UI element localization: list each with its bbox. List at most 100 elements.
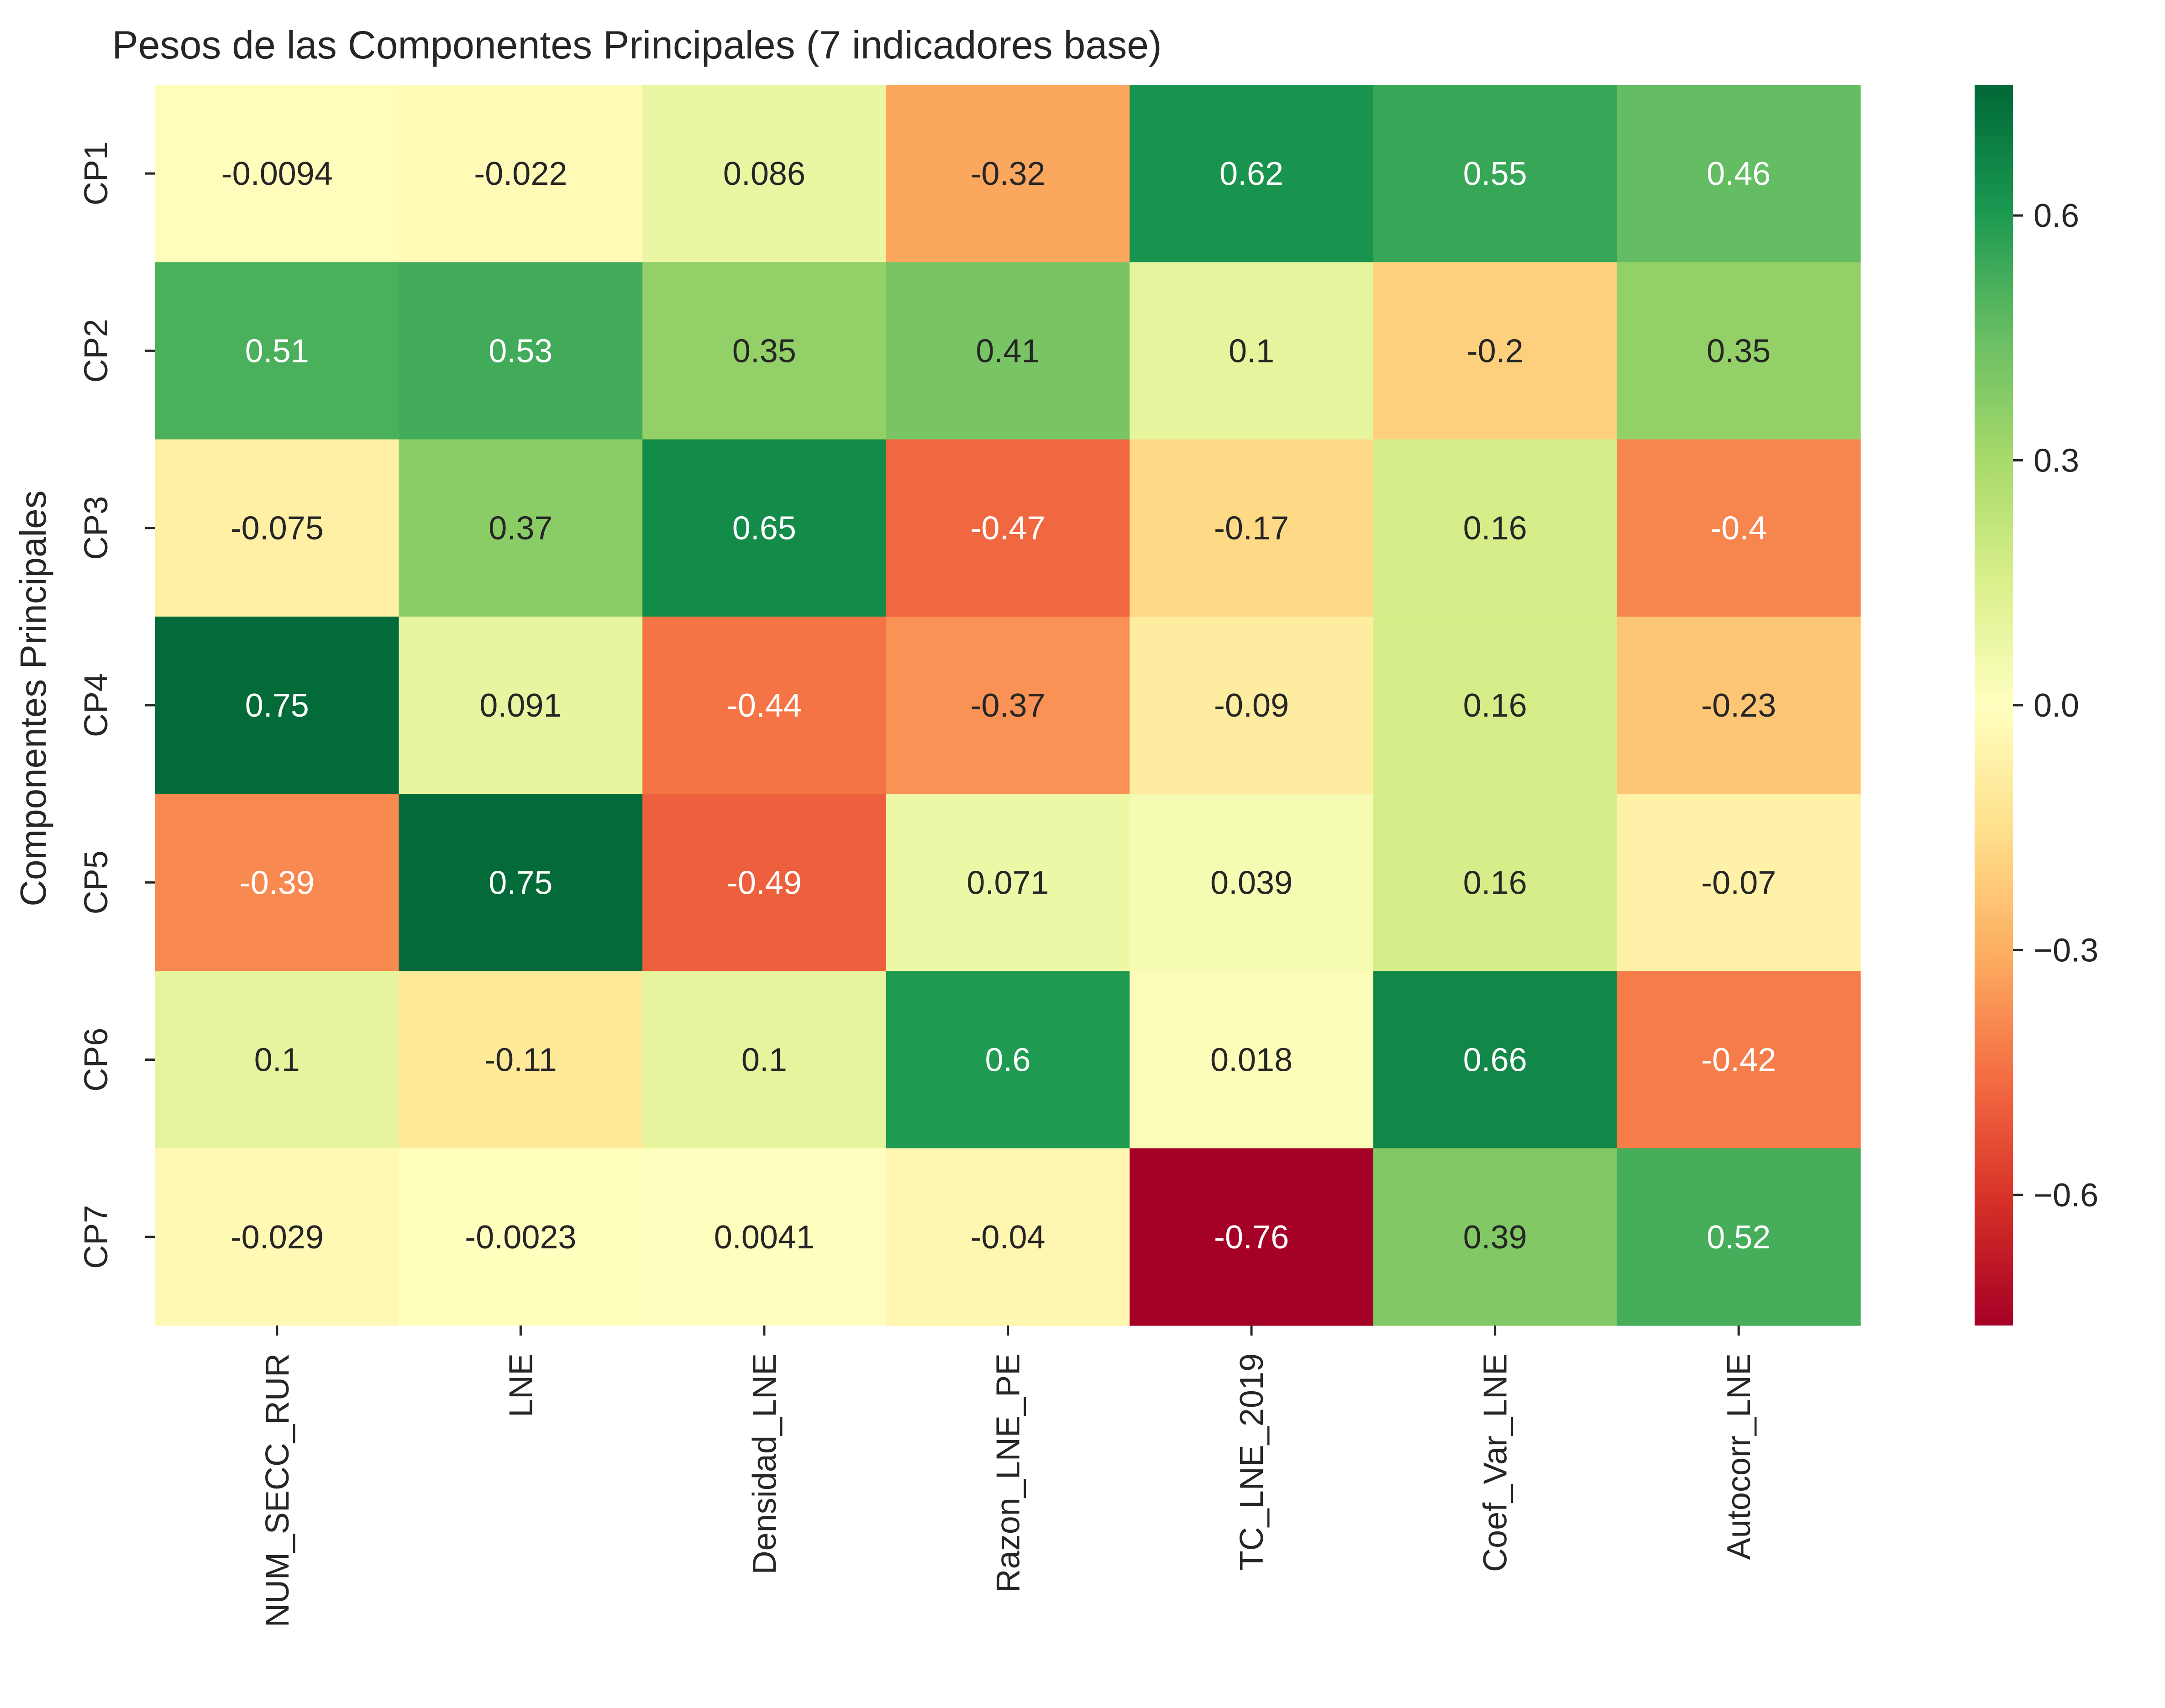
cell-value-label: 0.46 xyxy=(1707,156,1771,192)
x-tick-label: TC_LNE_2019 xyxy=(1234,1353,1270,1571)
heatmap-cell-CP3-Autocorr_LNE xyxy=(1617,439,1861,617)
y-axis-label: Componentes Principales xyxy=(13,490,53,906)
heatmap-cell-CP2-Autocorr_LNE xyxy=(1617,262,1861,440)
cell-value-label: -0.23 xyxy=(1701,687,1776,724)
cell-value-label: 0.41 xyxy=(976,333,1040,369)
cell-value-label: 0.52 xyxy=(1707,1219,1771,1256)
cell-value-label: 0.16 xyxy=(1463,687,1527,724)
heatmap-cell-CP3-LNE xyxy=(399,439,643,617)
cell-value-label: 0.1 xyxy=(1229,333,1274,369)
cell-value-label: 0.091 xyxy=(479,687,562,724)
cell-value-label: 0.53 xyxy=(489,333,552,369)
cell-value-label: -0.09 xyxy=(1214,687,1289,724)
cell-value-label: 0.55 xyxy=(1463,156,1527,192)
cell-value-label: 0.0041 xyxy=(714,1219,815,1256)
heatmap-cell-CP3-TC_LNE_2019 xyxy=(1130,439,1374,617)
y-tick-label: CP4 xyxy=(78,673,115,737)
cell-value-label: 0.039 xyxy=(1210,864,1293,901)
cell-value-label: -0.42 xyxy=(1701,1042,1776,1079)
heatmap-cell-CP6-TC_LNE_2019 xyxy=(1130,971,1374,1149)
heatmap-cell-CP4-Coef_Var_LNE xyxy=(1373,616,1618,794)
cell-value-label: -0.0094 xyxy=(221,156,333,192)
heatmap-cell-CP6-Razon_LNE_PE xyxy=(886,971,1130,1149)
heatmap-cell-CP4-TC_LNE_2019 xyxy=(1130,616,1374,794)
cell-value-label: -0.022 xyxy=(474,156,567,192)
cell-value-label: -0.075 xyxy=(231,510,324,547)
heatmap-cell-CP5-LNE xyxy=(399,794,643,972)
heatmap-cell-CP6-Densidad_LNE xyxy=(642,971,887,1149)
cell-value-label: -0.37 xyxy=(970,687,1045,724)
heatmap-cell-CP1-Densidad_LNE xyxy=(642,85,887,262)
y-tick-label: CP5 xyxy=(78,850,115,914)
x-tick-label: Densidad_LNE xyxy=(746,1353,783,1574)
heatmap-cell-CP1-TC_LNE_2019 xyxy=(1130,85,1374,262)
y-tick-label: CP3 xyxy=(78,496,115,560)
cell-value-label: -0.04 xyxy=(970,1219,1045,1256)
heatmap-cell-CP2-Razon_LNE_PE xyxy=(886,262,1130,440)
cell-value-label: 0.018 xyxy=(1210,1042,1293,1079)
cell-value-label: -0.17 xyxy=(1214,510,1289,547)
heatmap-cell-CP1-Autocorr_LNE xyxy=(1617,85,1861,262)
cell-value-label: 0.1 xyxy=(254,1042,300,1079)
heatmap-cell-CP5-Razon_LNE_PE xyxy=(886,794,1130,972)
heatmap-cell-CP3-Densidad_LNE xyxy=(642,439,887,617)
cell-value-label: -0.4 xyxy=(1710,510,1767,547)
heatmap-cell-CP3-Coef_Var_LNE xyxy=(1373,439,1618,617)
heatmap-cell-CP7-Autocorr_LNE xyxy=(1617,1148,1861,1326)
cell-value-label: -0.76 xyxy=(1214,1219,1289,1256)
colorbar-tick-label: 0.0 xyxy=(2034,687,2079,724)
cell-value-label: 0.16 xyxy=(1463,864,1527,901)
heatmap-cell-CP6-LNE xyxy=(399,971,643,1149)
heatmap-cell-CP5-NUM_SECC_RUR xyxy=(155,794,399,972)
heatmap-cell-CP1-LNE xyxy=(399,85,643,262)
cell-value-label: -0.49 xyxy=(727,864,802,901)
cell-value-label: 0.6 xyxy=(985,1042,1030,1079)
cell-value-label: -0.07 xyxy=(1701,864,1776,901)
heatmap-cells: -0.0094 -0.022 0.086 -0.32 0.62 0.55 0.46 0.51 0… xyxy=(155,85,1861,1326)
cell-value-label: -0.39 xyxy=(240,864,315,901)
x-tick-label: Razon_LNE_PE xyxy=(990,1353,1027,1593)
cell-value-label: -0.44 xyxy=(727,687,802,724)
heatmap-cell-CP7-LNE xyxy=(399,1148,643,1326)
heatmap-cell-CP7-Densidad_LNE xyxy=(642,1148,887,1326)
colorbar-tick-label: −0.6 xyxy=(2034,1177,2098,1214)
cell-value-label: -0.47 xyxy=(970,510,1045,547)
heatmap-cell-CP4-Densidad_LNE xyxy=(642,616,887,794)
x-tick-labels: NUM_SECC_RUR LNE Densidad_LNE Razon_LNE_PE T… xyxy=(259,1326,1757,1627)
cell-value-label: 0.62 xyxy=(1219,156,1283,192)
cell-value-label: 0.071 xyxy=(967,864,1049,901)
y-tick-label: CP2 xyxy=(78,319,115,382)
cell-value-label: 0.35 xyxy=(732,333,796,369)
cell-value-label: 0.66 xyxy=(1463,1042,1527,1079)
heatmap-cell-CP6-Coef_Var_LNE xyxy=(1373,971,1618,1149)
cell-value-label: -0.029 xyxy=(231,1219,324,1256)
y-tick-label: CP7 xyxy=(78,1205,115,1269)
cell-value-label: 0.51 xyxy=(245,333,309,369)
x-tick-label: NUM_SECC_RUR xyxy=(259,1353,296,1627)
heatmap-cell-CP7-TC_LNE_2019 xyxy=(1130,1148,1374,1326)
heatmap-cell-CP2-LNE xyxy=(399,262,643,440)
cell-value-label: 0.086 xyxy=(723,156,805,192)
heatmap-cell-CP5-Densidad_LNE xyxy=(642,794,887,972)
cell-value-label: 0.35 xyxy=(1707,333,1771,369)
heatmap-cell-CP2-TC_LNE_2019 xyxy=(1130,262,1374,440)
x-tick-label: Autocorr_LNE xyxy=(1721,1353,1757,1560)
heatmap-cell-CP4-Razon_LNE_PE xyxy=(886,616,1130,794)
heatmap-cell-CP4-Autocorr_LNE xyxy=(1617,616,1861,794)
cell-value-label: 0.39 xyxy=(1463,1219,1527,1256)
heatmap-cell-CP2-Densidad_LNE xyxy=(642,262,887,440)
heatmap-cell-CP1-Coef_Var_LNE xyxy=(1373,85,1618,262)
heatmap-cell-CP3-NUM_SECC_RUR xyxy=(155,439,399,617)
cell-value-label: -0.0023 xyxy=(465,1219,576,1256)
y-tick-labels: CP1 CP2 CP3 CP4 CP5 CP6 CP7 xyxy=(78,141,155,1269)
heatmap-cell-CP1-NUM_SECC_RUR xyxy=(155,85,399,262)
heatmap-cell-CP6-Autocorr_LNE xyxy=(1617,971,1861,1149)
cell-value-label: -0.32 xyxy=(970,156,1045,192)
heatmap-cell-CP2-NUM_SECC_RUR xyxy=(155,262,399,440)
colorbar-tick-label: 0.3 xyxy=(2034,443,2079,479)
cell-value-label: 0.75 xyxy=(489,864,552,901)
cell-value-label: -0.2 xyxy=(1467,333,1524,369)
heatmap-cell-CP4-NUM_SECC_RUR xyxy=(155,616,399,794)
heatmap-cell-CP3-Razon_LNE_PE xyxy=(886,439,1130,617)
